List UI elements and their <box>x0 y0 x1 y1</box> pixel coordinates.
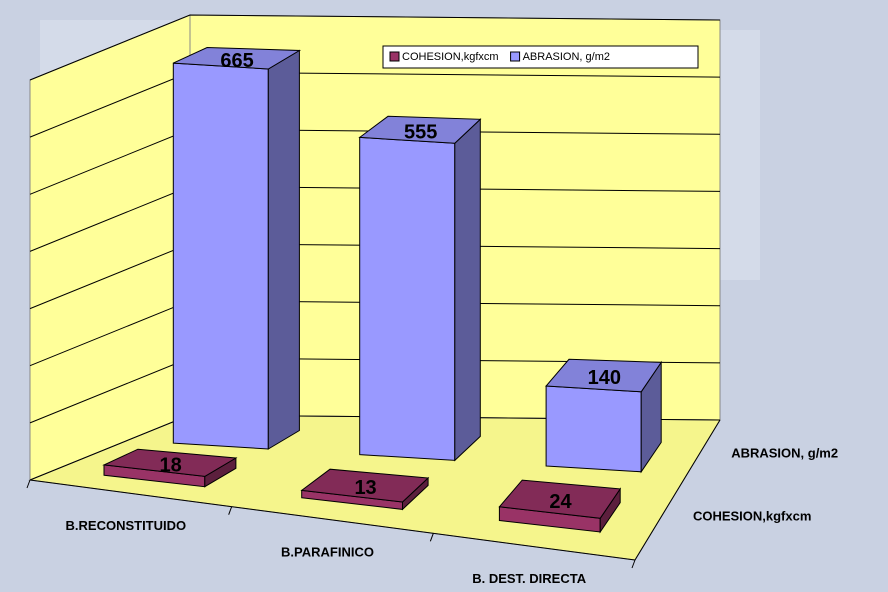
legend-box <box>382 45 699 69</box>
bar-front <box>359 136 456 461</box>
data-label: 140 <box>588 367 621 389</box>
bar-top <box>173 46 302 70</box>
bar-front <box>172 62 269 450</box>
data-label: 665 <box>220 50 253 72</box>
data-label: 555 <box>404 121 437 143</box>
data-label: 18 <box>160 454 182 476</box>
x-tick-label: B.PARAFINICO <box>281 544 374 559</box>
left-wall <box>29 14 191 481</box>
series-axis-label: COHESION,kgfxcm <box>693 509 811 524</box>
legend-swatch <box>389 51 400 62</box>
x-axis-tick <box>429 533 434 542</box>
bar-top <box>498 479 622 519</box>
grid-line <box>29 14 721 81</box>
z-axis-line <box>634 419 721 561</box>
x-axis-tick <box>26 479 31 489</box>
legend-label: COHESION,kgfxcm <box>402 51 499 63</box>
x-axis-tick <box>631 559 636 569</box>
bar-side <box>454 118 481 462</box>
series-axis-label: ABRASION, g/m2 <box>731 446 838 461</box>
bar-top <box>300 468 430 503</box>
data-label: 13 <box>354 477 376 499</box>
bar-side <box>267 49 300 450</box>
bar-top <box>358 115 482 144</box>
bar-top <box>102 448 238 477</box>
x-axis-tick <box>228 506 233 515</box>
x-tick-label: B. DEST. DIRECTA <box>472 571 586 586</box>
bar-top <box>545 358 663 393</box>
x-axis-line <box>29 479 636 561</box>
legend-label: ABRASION, g/m2 <box>523 51 610 63</box>
data-label: 24 <box>549 491 572 513</box>
x-tick-label: B.RECONSTITUIDO <box>66 518 187 533</box>
bar-front <box>545 385 642 473</box>
legend-swatch <box>510 51 521 62</box>
